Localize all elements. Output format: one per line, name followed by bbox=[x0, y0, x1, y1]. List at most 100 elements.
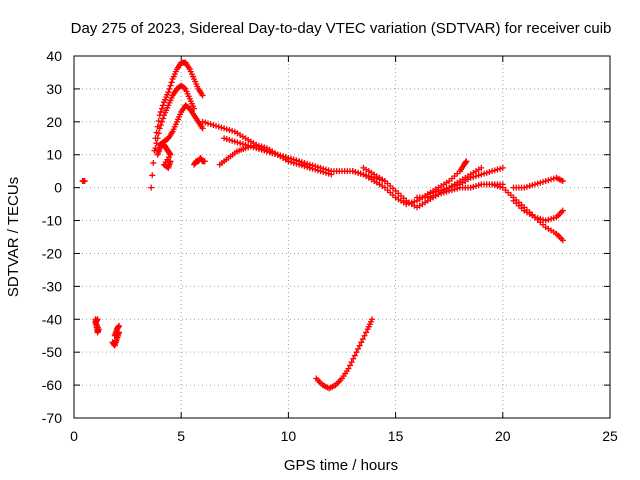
data-point bbox=[153, 140, 160, 147]
data-point bbox=[347, 362, 354, 369]
data-point bbox=[542, 217, 549, 224]
data-point bbox=[223, 126, 230, 133]
data-point bbox=[226, 127, 233, 134]
x-tick-label: 25 bbox=[602, 428, 618, 444]
data-point bbox=[150, 159, 157, 166]
data-point bbox=[427, 193, 434, 200]
series-midday-descent bbox=[313, 316, 376, 392]
data-point bbox=[237, 140, 244, 147]
y-tick-label: -40 bbox=[42, 311, 62, 327]
data-point bbox=[166, 85, 173, 92]
data-point bbox=[486, 169, 493, 176]
data-point bbox=[221, 135, 228, 142]
data-point bbox=[199, 92, 206, 99]
y-tick-label: -60 bbox=[42, 377, 62, 393]
data-point bbox=[148, 184, 155, 191]
data-point bbox=[483, 169, 490, 176]
data-point bbox=[288, 155, 295, 162]
data-point bbox=[158, 118, 165, 125]
x-tick-labels: 0 5 10 15 20 25 bbox=[70, 428, 618, 444]
data-point bbox=[229, 127, 236, 134]
data-point bbox=[491, 182, 498, 189]
data-point bbox=[155, 130, 162, 137]
data-point bbox=[424, 194, 431, 201]
data-point bbox=[81, 178, 88, 185]
data-point bbox=[489, 181, 496, 188]
data-point bbox=[540, 178, 546, 185]
data-point bbox=[282, 154, 289, 161]
data-point bbox=[454, 185, 461, 192]
data-point bbox=[280, 153, 287, 160]
data-point bbox=[497, 183, 504, 190]
plot-frame bbox=[73, 55, 611, 419]
data-point bbox=[356, 342, 363, 349]
data-point bbox=[499, 164, 506, 171]
series-low-cluster-1 bbox=[92, 316, 102, 336]
data-point bbox=[548, 176, 555, 183]
y-tick-label: -30 bbox=[42, 278, 62, 294]
data-point bbox=[491, 167, 498, 174]
data-point bbox=[489, 168, 496, 175]
data-point bbox=[320, 169, 327, 176]
data-point bbox=[559, 237, 566, 244]
data-point bbox=[531, 214, 538, 221]
data-point bbox=[215, 123, 222, 130]
data-point bbox=[446, 187, 453, 194]
data-point bbox=[430, 192, 437, 199]
y-tick-label: 40 bbox=[46, 48, 62, 64]
data-point bbox=[523, 183, 530, 190]
data-point bbox=[559, 207, 566, 214]
x-tick-label: 20 bbox=[495, 428, 511, 444]
data-point bbox=[475, 172, 482, 179]
data-point bbox=[242, 141, 249, 148]
data-point bbox=[348, 359, 355, 366]
data-point bbox=[167, 158, 174, 165]
x-tick-label: 5 bbox=[177, 428, 185, 444]
series-pm-spike bbox=[424, 158, 470, 198]
data-point bbox=[451, 186, 458, 193]
data-points bbox=[79, 59, 566, 392]
y-tick-label: 20 bbox=[46, 114, 62, 130]
data-point bbox=[352, 169, 359, 176]
data-point bbox=[149, 172, 156, 179]
data-point bbox=[158, 105, 165, 112]
x-tick-label: 0 bbox=[70, 428, 78, 444]
data-point bbox=[245, 142, 252, 149]
data-point bbox=[201, 158, 208, 165]
data-point bbox=[159, 102, 166, 109]
data-point bbox=[440, 189, 447, 196]
data-point bbox=[314, 167, 321, 174]
data-point bbox=[361, 332, 368, 339]
data-point bbox=[359, 336, 366, 343]
data-point bbox=[537, 179, 544, 186]
data-point bbox=[290, 156, 297, 163]
y-tick-label: -10 bbox=[42, 213, 62, 229]
data-point bbox=[263, 148, 270, 155]
data-point bbox=[548, 215, 555, 222]
y-tick-label: 0 bbox=[54, 180, 62, 196]
data-point bbox=[545, 177, 552, 184]
data-point bbox=[443, 188, 450, 195]
y-tick-label: -50 bbox=[42, 344, 62, 360]
data-point bbox=[312, 166, 319, 173]
data-point bbox=[277, 152, 284, 159]
data-point bbox=[545, 216, 552, 223]
data-point bbox=[540, 216, 546, 223]
data-point bbox=[435, 191, 442, 198]
data-point bbox=[494, 166, 501, 173]
y-axis-label: SDTVAR / TECUs bbox=[5, 177, 22, 297]
data-point bbox=[475, 182, 482, 189]
data-point bbox=[351, 352, 358, 359]
y-tick-label: 30 bbox=[46, 81, 62, 97]
data-point bbox=[234, 139, 241, 146]
data-point bbox=[322, 169, 329, 176]
data-point bbox=[210, 122, 217, 129]
series-small-cluster-6h bbox=[191, 155, 208, 168]
data-point bbox=[255, 145, 262, 152]
series-early-isolated bbox=[79, 178, 88, 185]
y-tick-label: -70 bbox=[42, 410, 62, 426]
data-point bbox=[317, 168, 324, 175]
data-point bbox=[478, 164, 485, 171]
data-point bbox=[358, 339, 365, 346]
